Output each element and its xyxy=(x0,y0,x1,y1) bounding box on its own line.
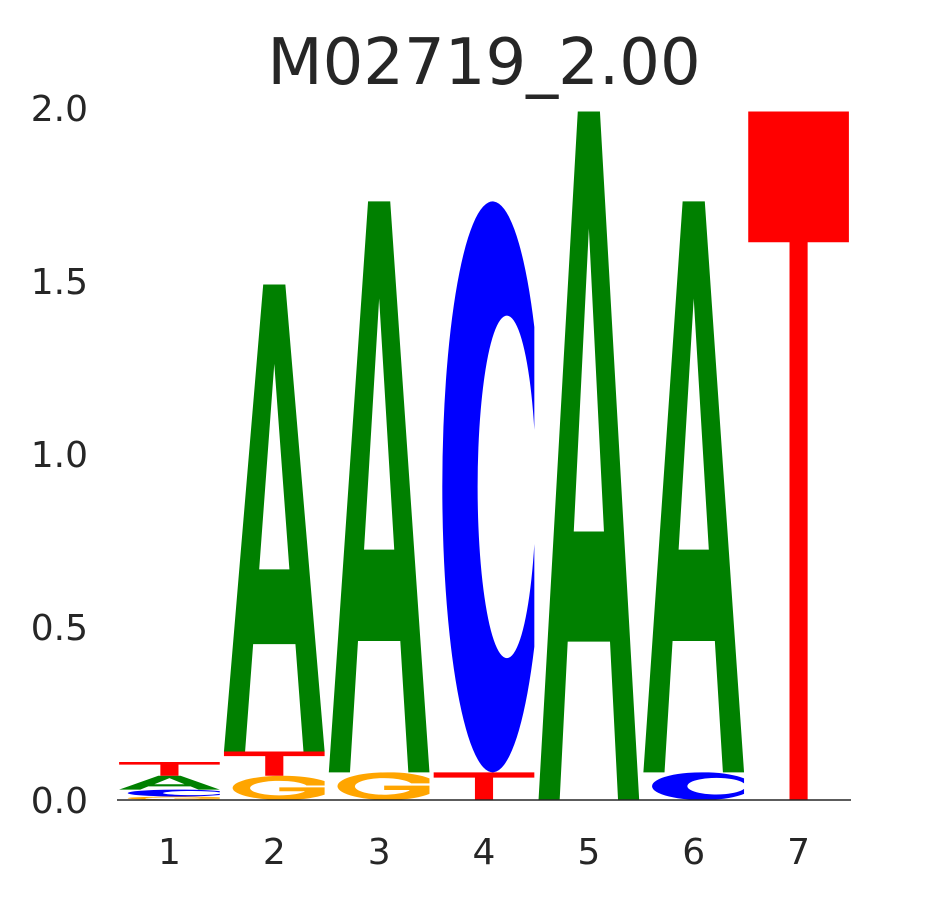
letter-C-pos-4 xyxy=(442,201,535,773)
letter-T-pos-1 xyxy=(119,761,220,776)
y-tick-label: 1.0 xyxy=(31,435,88,476)
y-tick-label: 0.5 xyxy=(31,608,88,649)
x-tick-label: 3 xyxy=(368,832,391,873)
letter-T-pos-4 xyxy=(433,772,535,800)
letter-A-pos-3 xyxy=(328,201,430,773)
letter-A-pos-6 xyxy=(643,201,745,773)
chart-title: M02719_2.00 xyxy=(267,26,700,100)
letter-A-pos-1 xyxy=(119,775,220,790)
y-tick-label: 0.0 xyxy=(31,781,88,822)
letter-T-pos-2 xyxy=(223,751,325,776)
x-tick-label: 5 xyxy=(577,832,600,873)
y-tick-label: 2.0 xyxy=(31,89,88,130)
x-tick-label: 1 xyxy=(158,832,181,873)
x-axis: 1 2 3 4 5 6 7 xyxy=(158,832,810,873)
logo-letters xyxy=(119,111,849,801)
letter-C-pos-6 xyxy=(652,772,745,800)
letter-T-pos-7 xyxy=(748,111,849,800)
y-tick-label: 1.5 xyxy=(31,262,88,303)
letter-G-pos-1 xyxy=(127,796,220,800)
letter-G-pos-2 xyxy=(232,775,325,801)
y-axis: 0.0 0.5 1.0 1.5 2.0 xyxy=(31,89,88,822)
x-tick-label: 4 xyxy=(473,832,496,873)
x-tick-label: 2 xyxy=(263,832,286,873)
letter-A-pos-5 xyxy=(538,111,640,800)
x-tick-label: 6 xyxy=(682,832,705,873)
x-tick-label: 7 xyxy=(787,832,810,873)
letter-C-pos-1 xyxy=(127,789,220,797)
letter-G-pos-3 xyxy=(337,772,430,800)
letter-A-pos-2 xyxy=(223,284,325,752)
